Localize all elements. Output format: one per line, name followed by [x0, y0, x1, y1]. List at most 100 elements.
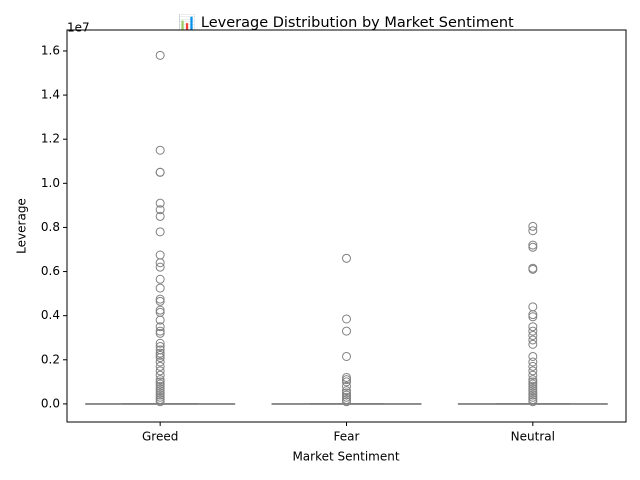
outlier: [342, 375, 351, 385]
outlier: [528, 377, 538, 387]
outlier: [342, 392, 351, 402]
outlier: [155, 250, 165, 260]
outlier: [155, 379, 165, 389]
outlier: [155, 386, 165, 396]
outlier: [155, 326, 165, 336]
outlier: [155, 390, 165, 400]
outlier: [528, 370, 538, 380]
outlier: [155, 361, 165, 371]
outlier: [155, 198, 165, 208]
outlier: [342, 351, 351, 361]
outlier: [155, 388, 165, 398]
outlier: [528, 326, 538, 336]
outlier: [528, 322, 538, 332]
outlier: [528, 394, 538, 404]
outlier: [528, 351, 538, 361]
outlier: [155, 383, 165, 393]
y-tick-label: 0.6: [41, 264, 60, 278]
y-tick-label: 0.8: [41, 220, 60, 234]
outlier: [342, 390, 351, 400]
outlier: [155, 350, 165, 360]
y-tick-label: 1.0: [41, 176, 60, 190]
y-tick-label: 1.4: [41, 88, 60, 102]
outlier: [528, 392, 538, 402]
outlier: [155, 322, 165, 332]
outlier: [155, 381, 165, 391]
outlier: [528, 221, 538, 231]
outlier: [528, 226, 538, 236]
outlier: [155, 205, 165, 215]
outlier: [155, 305, 165, 315]
outlier: [155, 274, 165, 284]
outlier: [528, 240, 538, 250]
outlier: [155, 394, 165, 404]
outlier: [528, 335, 538, 345]
outlier: [528, 312, 538, 322]
outlier: [528, 366, 538, 376]
outlier: [155, 348, 165, 358]
y-axis-label: Leverage: [15, 198, 29, 254]
outlier: [528, 302, 538, 312]
chart-title: 📊 Leverage Distribution by Market Sentim…: [178, 13, 514, 31]
outlier: [155, 262, 165, 272]
outlier: [528, 390, 538, 400]
outlier: [528, 242, 538, 252]
outlier: [342, 381, 351, 391]
x-tick-label: Fear: [334, 430, 360, 444]
outlier: [342, 372, 351, 382]
y-tick-label: 1.6: [41, 43, 60, 57]
outlier: [528, 357, 538, 367]
outlier: [155, 342, 165, 352]
outlier: [528, 397, 538, 407]
outlier: [528, 388, 538, 398]
outlier: [528, 381, 538, 391]
outlier: [342, 326, 351, 336]
outlier: [155, 50, 165, 60]
outlier: [528, 383, 538, 393]
outlier: [155, 283, 165, 293]
y-tick-label: 0.4: [41, 308, 60, 322]
outlier: [155, 258, 165, 268]
outlier: [528, 264, 538, 274]
x-axis-label: Market Sentiment: [292, 450, 399, 464]
outlier: [528, 375, 538, 385]
outlier: [155, 370, 165, 380]
outlier: [342, 397, 351, 407]
outlier: [528, 310, 538, 320]
outlier: [528, 339, 538, 349]
outlier: [342, 377, 351, 387]
outlier: [155, 211, 165, 221]
outlier: [342, 314, 351, 324]
outlier: [155, 296, 165, 306]
axes-frame: [66, 29, 627, 423]
y-tick-label: 0.2: [41, 352, 60, 366]
outlier: [155, 375, 165, 385]
outlier: [155, 357, 165, 367]
outlier: [528, 331, 538, 341]
outlier: [155, 392, 165, 402]
outlier: [528, 361, 538, 371]
outlier: [155, 167, 165, 177]
outlier: [342, 253, 351, 263]
outlier: [155, 328, 165, 338]
outlier: [342, 394, 351, 404]
outlier: [528, 386, 538, 396]
outlier: [155, 315, 165, 325]
outlier: [155, 353, 165, 363]
outlier: [155, 397, 165, 407]
y-tick-label: 0.0: [41, 396, 60, 410]
x-tick-label: Greed: [142, 430, 178, 444]
outlier: [155, 227, 165, 237]
x-tick-label: Neutral: [511, 430, 555, 444]
outlier: [155, 294, 165, 304]
y-tick-label: 1.2: [41, 132, 60, 146]
outlier: [155, 366, 165, 376]
y-offset-label: 1e7: [67, 21, 90, 35]
outlier: [528, 379, 538, 389]
outlier: [155, 377, 165, 387]
outlier: [155, 145, 165, 155]
outlier: [342, 388, 351, 398]
outlier: [342, 386, 351, 396]
outlier: [155, 338, 165, 348]
